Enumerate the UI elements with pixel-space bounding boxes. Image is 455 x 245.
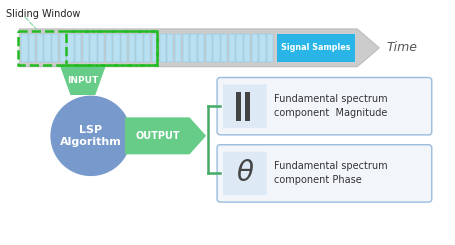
FancyBboxPatch shape (217, 145, 431, 202)
Bar (90, 34, 96, 62)
FancyBboxPatch shape (222, 85, 266, 128)
Bar (113, 34, 120, 62)
Bar (197, 34, 204, 62)
Text: Fundamental spectrum
component  Magnitude: Fundamental spectrum component Magnitude (273, 94, 386, 118)
Bar (29, 34, 35, 62)
Bar (121, 34, 127, 62)
Bar (159, 34, 166, 62)
Bar (21, 34, 27, 62)
Bar (82, 34, 89, 62)
Bar (205, 34, 212, 62)
Bar (235, 92, 240, 121)
Bar (190, 34, 196, 62)
Text: OUTPUT: OUTPUT (135, 131, 179, 141)
Bar (221, 34, 227, 62)
Circle shape (51, 96, 130, 175)
Polygon shape (125, 118, 205, 154)
Text: Time: Time (385, 41, 416, 54)
Bar (75, 34, 81, 62)
Bar (243, 34, 250, 62)
Bar (228, 34, 234, 62)
Bar (267, 34, 273, 62)
Bar (182, 34, 188, 62)
Bar (98, 34, 104, 62)
Bar (167, 34, 173, 62)
Bar (67, 34, 74, 62)
Bar (276, 34, 354, 62)
Text: Sliding Window: Sliding Window (6, 9, 81, 19)
Text: $\theta$: $\theta$ (235, 159, 253, 187)
Bar (259, 34, 265, 62)
Bar (174, 34, 181, 62)
Text: INPUT: INPUT (67, 76, 98, 85)
FancyBboxPatch shape (222, 152, 266, 195)
Bar (236, 34, 242, 62)
Bar (36, 34, 43, 62)
FancyBboxPatch shape (217, 77, 431, 135)
Bar (144, 34, 150, 62)
Bar (44, 34, 51, 62)
Polygon shape (61, 67, 105, 94)
Text: Signal Samples: Signal Samples (281, 43, 350, 52)
Bar (128, 34, 135, 62)
Bar (213, 34, 219, 62)
Text: Fundamental spectrum
component Phase: Fundamental spectrum component Phase (273, 161, 386, 185)
Bar (136, 34, 142, 62)
Bar (52, 34, 58, 62)
Polygon shape (19, 29, 378, 67)
Bar (251, 34, 258, 62)
Text: LSP
Algorithm: LSP Algorithm (60, 125, 121, 147)
Bar (106, 34, 112, 62)
Bar (60, 34, 66, 62)
Bar (244, 92, 249, 121)
Bar (152, 34, 158, 62)
